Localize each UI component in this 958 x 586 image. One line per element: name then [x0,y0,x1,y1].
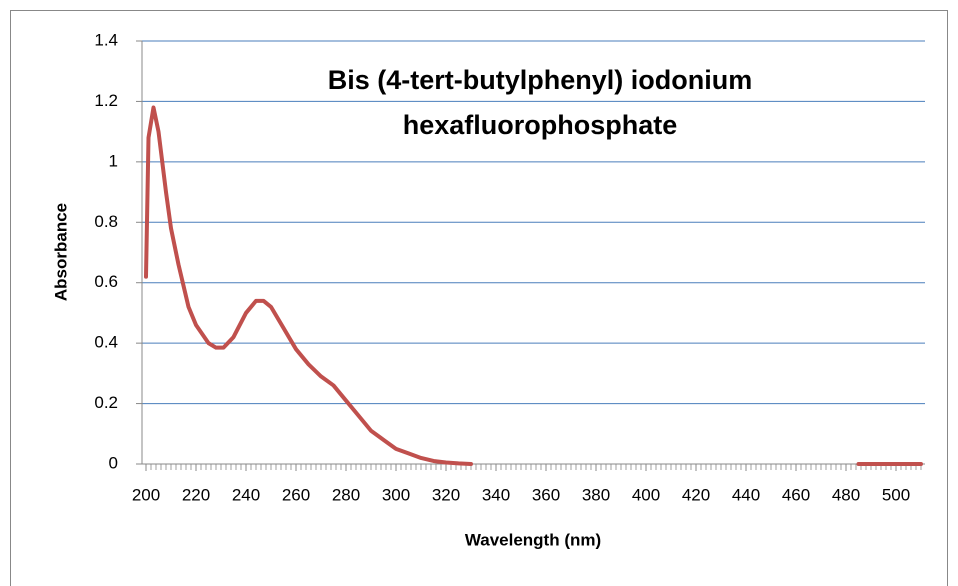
y-tick-label: 1 [109,151,118,170]
x-tick-label: 360 [532,485,560,504]
x-tick-label: 400 [632,485,660,504]
x-tick-label: 220 [182,485,210,504]
x-tick-label: 300 [382,485,410,504]
x-axis-title: Wavelength (nm) [465,530,601,549]
y-tick-label: 0.4 [94,333,118,352]
x-tick-label: 240 [232,485,260,504]
chart-title: Bis (4-tert-butylphenyl) iodonium [328,65,753,95]
x-tick-label: 440 [732,485,760,504]
y-tick-label: 1.2 [94,91,118,110]
x-tick-label: 420 [682,485,710,504]
x-tick-label: 320 [432,485,460,504]
chart-title: hexafluorophosphate [403,110,678,140]
y-tick-label: 0 [109,453,118,472]
x-tick-label: 340 [482,485,510,504]
x-tick-label: 380 [582,485,610,504]
y-tick-label: 0.2 [94,393,118,412]
x-tick-label: 200 [132,485,160,504]
x-tick-label: 500 [882,485,910,504]
y-tick-label: 1.4 [94,30,118,49]
data-line [144,105,923,466]
y-axis-title: Absorbance [51,203,70,301]
y-tick-label: 0.8 [94,212,118,231]
x-tick-label: 260 [282,485,310,504]
x-tick-label: 460 [782,485,810,504]
x-tick-label: 480 [832,485,860,504]
y-tick-label: 0.6 [94,272,118,291]
chart-frame [10,10,948,586]
x-tick-label: 280 [332,485,360,504]
